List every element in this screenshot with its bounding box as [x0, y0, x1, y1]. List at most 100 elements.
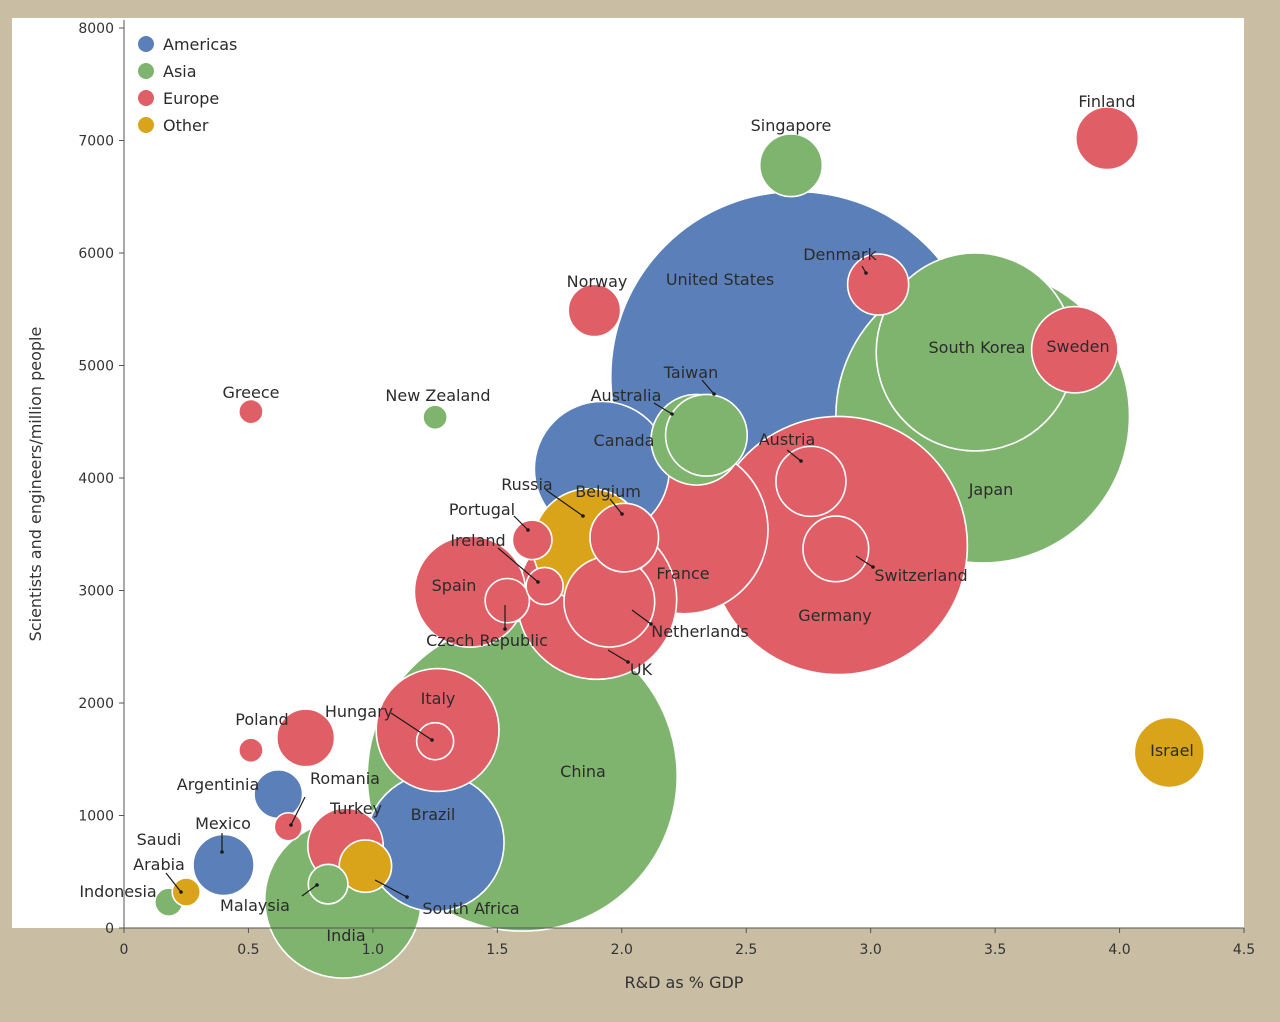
bubble-norway	[567, 283, 622, 338]
label-australia: Australia	[591, 386, 662, 405]
bubble-greece	[238, 737, 264, 764]
label-sweden: Sweden	[1046, 337, 1109, 356]
bubble-finland	[1075, 106, 1140, 171]
label-romania: Romania	[310, 769, 380, 788]
y-tick-label: 8000	[78, 21, 114, 37]
bubble-south-africa	[338, 839, 393, 894]
leader-line	[631, 609, 652, 625]
leader-dot	[315, 883, 319, 887]
leader-line	[545, 489, 584, 517]
bubble-hungary	[415, 721, 455, 761]
y-tick-label: 7000	[78, 134, 114, 150]
leader-line	[390, 712, 433, 741]
label-belgium: Belgium	[575, 482, 641, 501]
leader-dot	[405, 895, 409, 899]
label-poland: Poland	[235, 710, 288, 729]
x-axis-label: R&D as % GDP	[625, 973, 744, 992]
bubble-malaysia	[307, 863, 349, 905]
x-tick-label: 1.5	[486, 942, 508, 958]
leader-dot	[430, 738, 434, 742]
legend-swatch-other	[138, 117, 154, 133]
leader-dot	[864, 271, 868, 275]
legend-swatch-asia	[138, 63, 154, 79]
y-tick-label: 4000	[78, 471, 114, 487]
leader-line	[701, 379, 715, 395]
leader-line	[786, 449, 802, 462]
leader-line	[374, 879, 408, 898]
y-tick-label: 0	[105, 921, 114, 937]
label-malaysia: Malaysia	[220, 896, 290, 915]
label-switzerland: Switzerland	[874, 566, 967, 585]
bubble-austria	[775, 445, 847, 518]
leader-dot	[626, 660, 630, 664]
leader-dot	[670, 412, 674, 416]
bubble-labels: Finland Singapore Denmark Norway United Stat…	[79, 92, 1194, 945]
leader-dot	[536, 580, 540, 584]
leader-line	[513, 515, 529, 531]
bubble-layer	[154, 106, 1206, 979]
label-south-africa: South Africa	[422, 899, 519, 918]
label-germany: Germany	[798, 606, 872, 625]
axes	[123, 20, 1244, 929]
bubble-israel	[1133, 716, 1206, 789]
legend-label-americas: Americas	[163, 35, 237, 54]
label-united-states: United States	[666, 270, 774, 289]
label-argentinia: Argentinia	[177, 775, 260, 794]
legend-swatch-europe	[138, 90, 154, 106]
label-portugal: Portugal	[449, 500, 515, 519]
leader-dot	[712, 392, 716, 396]
y-tick-label: 3000	[78, 584, 114, 600]
label-denmark: Denmark	[803, 245, 877, 264]
bubble-portugal	[511, 519, 553, 561]
label-ireland: Ireland	[450, 531, 505, 550]
bubble-singapore	[758, 133, 824, 198]
leader-dot	[871, 565, 875, 569]
x-tick-label: 3.0	[860, 942, 882, 958]
label-arabia: Arabia	[133, 855, 185, 874]
x-tick-label: 4.5	[1233, 942, 1255, 958]
bubble-mexico	[192, 833, 255, 897]
label-norway: Norway	[567, 272, 628, 291]
bubble-romania	[273, 811, 304, 842]
bubble-new-zealand	[422, 404, 449, 431]
bubble-czech-republic	[484, 577, 531, 624]
y-axis-label: Scientists and engineers/million people	[26, 327, 45, 642]
y-tick-label: 6000	[78, 246, 114, 262]
x-tick-label: 0.5	[237, 942, 259, 958]
leader-line	[301, 884, 318, 897]
bubble-netherlands	[563, 555, 656, 648]
leader-line	[497, 547, 539, 583]
legend-label-asia: Asia	[163, 62, 197, 81]
label-netherlands: Netherlands	[651, 622, 749, 641]
x-tick-label: 0	[120, 942, 129, 958]
leader-lines	[165, 265, 875, 899]
label-israel: Israel	[1150, 741, 1194, 760]
leader-line	[855, 555, 874, 568]
label-italy: Italy	[421, 689, 456, 708]
label-hungary: Hungary	[325, 702, 393, 721]
bubble-saudi-arabia	[171, 877, 202, 907]
leader-line	[165, 872, 182, 893]
label-finland: Finland	[1078, 92, 1135, 111]
label-turkey: Turkey	[329, 799, 382, 818]
label-russia: Russia	[501, 475, 552, 494]
label-czech-republic: Czech Republic	[426, 631, 548, 650]
leader-dot	[289, 823, 293, 827]
leader-line	[290, 796, 306, 826]
bubble-denmark	[846, 253, 910, 316]
legend-label-europe: Europe	[163, 89, 219, 108]
x-ticks: 0 0.5 1.0 1.5 2.0 2.5 3.0 3.5 4.0 4.5	[120, 928, 1255, 958]
label-singapore: Singapore	[751, 116, 832, 135]
bubble-greece	[238, 398, 264, 425]
leader-dot	[179, 890, 183, 894]
legend-label-other: Other	[163, 116, 209, 135]
label-saudi: Saudi	[137, 830, 182, 849]
leader-dot	[620, 512, 624, 516]
x-tick-label: 1.0	[362, 942, 384, 958]
bubble-poland	[276, 708, 336, 768]
label-france: France	[656, 564, 709, 583]
bubble-belgium	[589, 502, 660, 573]
leader-dot	[503, 627, 507, 631]
